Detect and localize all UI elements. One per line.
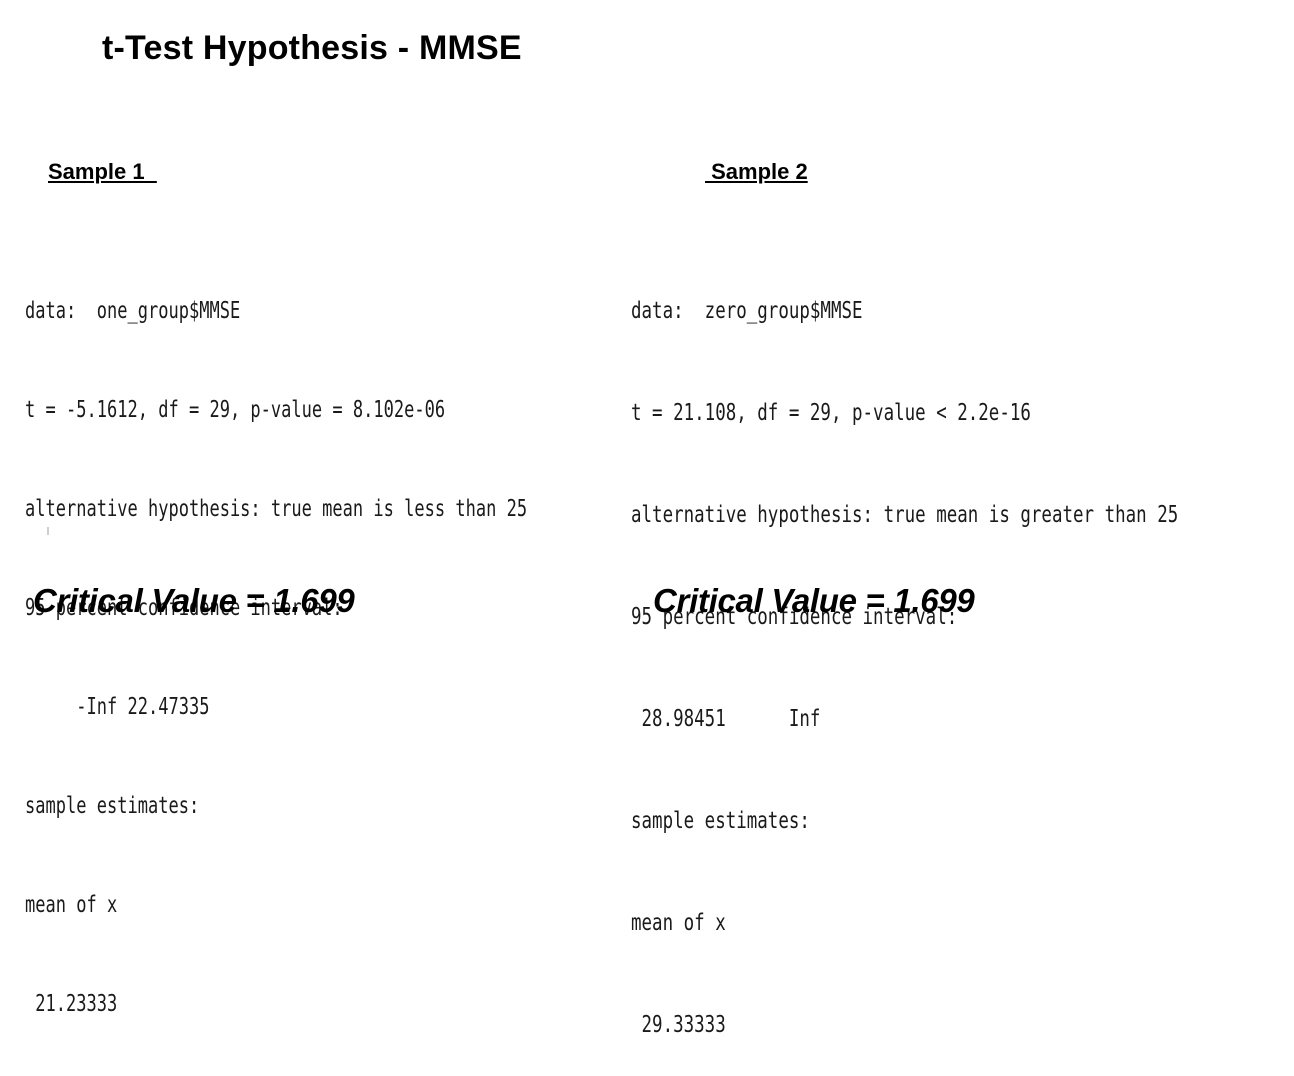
sample-2-critical-value: Critical Value = 1.699 — [653, 582, 975, 619]
output-line: 28.98451 Inf — [631, 706, 821, 732]
output-line: 29.33333 — [631, 1012, 726, 1038]
sample-2-ttest-output: data: zero_group$MMSE t = 21.108, df = 2… — [631, 226, 1178, 1076]
output-line: alternative hypothesis: true mean is les… — [25, 496, 528, 522]
output-line: data: zero_group$MMSE — [631, 298, 863, 324]
sample-1-critical-value: Critical Value = 1.699 — [33, 582, 355, 619]
slide-title: t-Test Hypothesis - MMSE — [102, 29, 522, 67]
output-line: t = -5.1612, df = 29, p-value = 8.102e-0… — [25, 397, 446, 423]
output-line: mean of x — [631, 910, 726, 936]
sample-2-heading: Sample 2 — [705, 159, 808, 184]
output-line: alternative hypothesis: true mean is gre… — [631, 502, 1179, 528]
output-line: 95 percent confidence interval: — [631, 604, 958, 630]
sample-1-ttest-output: data: one_group$MMSE t = -5.1612, df = 2… — [25, 229, 527, 1054]
output-line: data: one_group$MMSE — [25, 298, 241, 324]
sample-1-heading: Sample 1 — [48, 159, 157, 184]
output-line: 95 percent confidence interval: — [25, 595, 343, 621]
text-cursor-mark — [47, 527, 49, 535]
output-line: 21.23333 — [25, 991, 118, 1017]
output-line: sample estimates: — [631, 808, 810, 834]
output-line: t = 21.108, df = 29, p-value < 2.2e-16 — [631, 400, 1031, 426]
output-line: -Inf 22.47335 — [25, 694, 210, 720]
output-line: mean of x — [25, 892, 118, 918]
output-line: sample estimates: — [25, 793, 200, 819]
